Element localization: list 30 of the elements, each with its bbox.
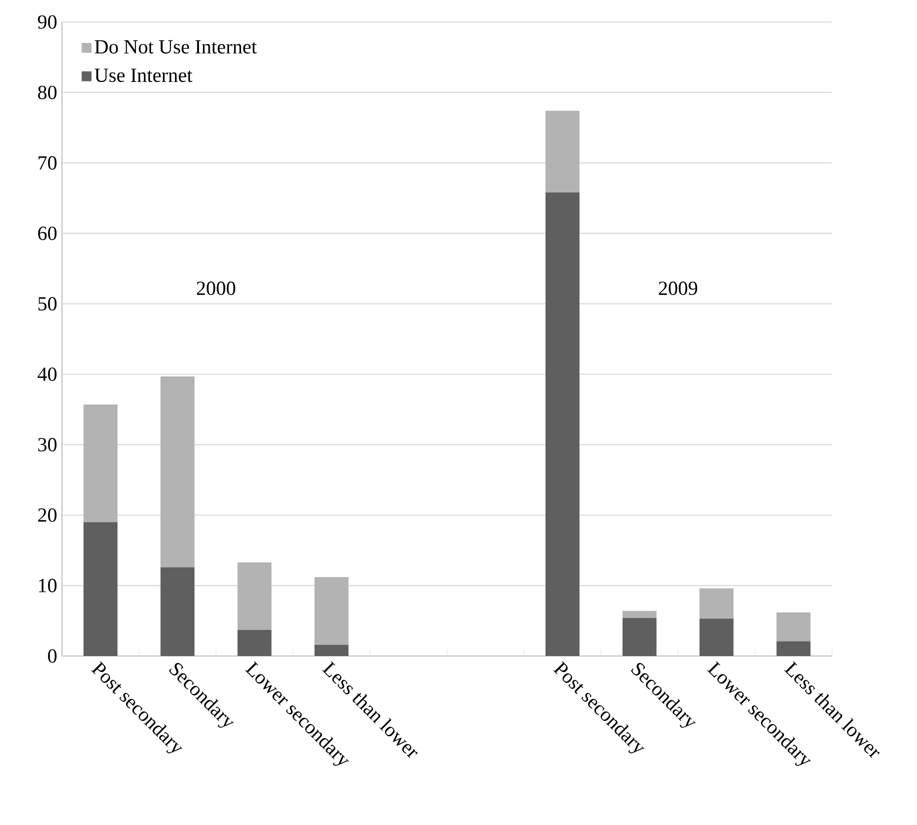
y-tick-label: 90 (38, 15, 57, 29)
legend-label: Use Internet (94, 68, 192, 82)
bar (622, 610, 657, 618)
bar (314, 577, 349, 645)
y-tick-label: 60 (38, 226, 57, 240)
bar (700, 588, 734, 619)
bar (84, 522, 118, 656)
bar (160, 567, 195, 656)
y-tick-label: 10 (39, 578, 57, 592)
bar (546, 192, 580, 656)
bar (314, 644, 349, 656)
y-tick-label: 0 (48, 649, 57, 663)
bar (160, 376, 195, 568)
bar (238, 630, 272, 656)
annotation: 2000 (196, 282, 236, 296)
bar (776, 641, 811, 656)
bar (238, 562, 272, 630)
bar (546, 110, 580, 192)
y-tick-label: 20 (38, 508, 57, 522)
y-tick-label: 40 (38, 367, 57, 381)
bar (776, 612, 811, 642)
legend-label: Do Not Use Internet (94, 40, 257, 54)
annotation: 2009 (658, 282, 698, 296)
y-tick-label: 30 (38, 438, 57, 452)
bar (622, 618, 657, 656)
y-tick-label: 50 (38, 297, 57, 311)
y-tick-label: 70 (38, 156, 57, 170)
bar (84, 404, 118, 522)
bar (700, 618, 734, 656)
y-tick-label: 80 (38, 86, 57, 100)
